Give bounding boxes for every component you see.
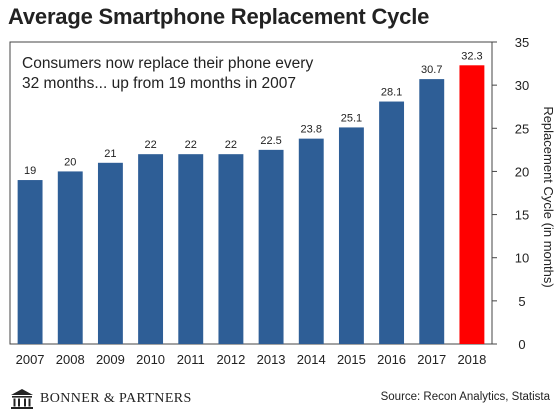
y-tick-label: 25: [515, 121, 529, 136]
bar: [218, 154, 244, 344]
y-tick-label: 35: [515, 35, 529, 50]
x-tick-label: 2009: [96, 352, 125, 367]
x-tick-label: 2012: [216, 352, 245, 367]
building-columns-icon: [11, 389, 33, 409]
x-tick-label: 2015: [337, 352, 366, 367]
y-axis-label: Replacement Cycle (in months): [541, 106, 556, 287]
y-tick-label: 5: [518, 294, 525, 309]
bar: [138, 154, 164, 344]
data-label: 22: [144, 139, 156, 151]
data-label: 20: [64, 156, 76, 168]
bar: [298, 138, 324, 344]
data-label: 22.5: [260, 135, 281, 147]
x-tick-label: 2010: [136, 352, 165, 367]
bar: [419, 79, 445, 345]
data-label: 30.7: [421, 64, 442, 76]
x-tick-label: 2017: [417, 352, 446, 367]
bar: [338, 127, 364, 345]
x-tick-label: 2014: [297, 352, 326, 367]
annotation-line: Consumers now replace their phone every: [22, 55, 313, 72]
x-tick-label: 2008: [56, 352, 85, 367]
y-tick-label: 10: [515, 251, 529, 266]
chart-title: Average Smartphone Replacement Cycle: [8, 4, 430, 29]
y-tick-label: 15: [515, 208, 529, 223]
brand-logo: BONNER & PARTNERS: [10, 386, 192, 412]
x-tick-label: 2007: [16, 352, 45, 367]
bar: [57, 171, 83, 344]
data-label: 25.1: [341, 112, 362, 124]
x-tick-label: 2016: [377, 352, 406, 367]
data-label: 28.1: [381, 87, 402, 99]
y-tick-label: 30: [515, 78, 529, 93]
brand-name: BONNER & PARTNERS: [40, 391, 192, 406]
data-label: 21: [104, 148, 116, 160]
bar: [258, 149, 284, 344]
data-label: 19: [24, 165, 36, 177]
source-note: Source: Recon Analytics, Statista: [380, 391, 550, 403]
x-tick-label: 2013: [257, 352, 286, 367]
x-tick-label: 2018: [457, 352, 486, 367]
bar: [17, 180, 43, 344]
data-label: 22: [225, 139, 237, 151]
bar: [379, 101, 405, 344]
plot-frame: [9, 41, 493, 345]
bar: [178, 154, 204, 344]
bar: [459, 65, 485, 344]
data-label: 23.8: [301, 124, 322, 136]
bar: [97, 162, 123, 344]
x-tick-label: 2011: [177, 352, 205, 367]
data-label: 22: [185, 139, 197, 151]
data-label: 32.3: [461, 50, 482, 62]
annotation-line: 32 months... up from 19 months in 2007: [22, 75, 296, 92]
y-tick-label: 0: [518, 337, 525, 352]
y-tick-label: 20: [515, 164, 529, 179]
